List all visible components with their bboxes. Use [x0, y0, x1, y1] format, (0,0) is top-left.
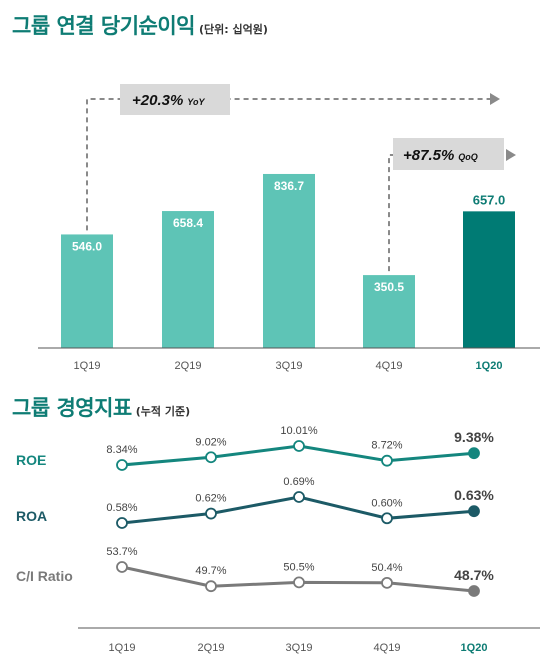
series-point	[205, 507, 217, 520]
series-point-label: 0.58%	[106, 502, 137, 514]
series-point-label: 0.69%	[283, 476, 314, 488]
series-point	[116, 459, 128, 471]
bar-value-label: 350.5	[374, 280, 404, 294]
x-tick-label-2: 1Q19	[109, 642, 136, 654]
indicators-title-text: 그룹 경영지표	[12, 396, 132, 420]
series-point	[468, 447, 480, 460]
series-point	[205, 580, 217, 593]
yoy-callout-box	[120, 84, 230, 115]
series-point	[381, 512, 393, 525]
series-point-label: 8.72%	[371, 440, 402, 452]
series-point-label: 0.62%	[195, 493, 226, 505]
series-point-label: 0.60%	[371, 497, 402, 509]
net-income-unit: (단위: 십억원)	[199, 23, 268, 36]
series-label-2: C/I Ratio	[16, 568, 73, 584]
net-income-title: 그룹 연결 당기순이익 (단위: 십억원)	[12, 10, 268, 40]
bar-value-label: 836.7	[274, 179, 304, 193]
x-tick-label-2: 1Q20	[461, 642, 488, 654]
x-tick-label: 4Q19	[376, 360, 403, 372]
bar-1Q19	[61, 234, 113, 348]
series-point	[381, 454, 393, 467]
x-tick-label: 3Q19	[276, 360, 303, 372]
bar-2Q19	[162, 211, 214, 348]
bar-value-label: 657.0	[473, 192, 506, 207]
bar-4Q19	[363, 275, 415, 348]
series-point	[293, 576, 305, 589]
series-point-label: 9.38%	[454, 429, 494, 445]
x-tick-label: 1Q19	[74, 360, 101, 372]
series-point	[293, 440, 305, 452]
series-point-label: 8.34%	[106, 444, 137, 456]
series-point-label: 53.7%	[106, 546, 137, 558]
series-point	[116, 561, 128, 573]
net-income-title-text: 그룹 연결 당기순이익	[12, 14, 196, 38]
series-point-label: 10.01%	[280, 425, 318, 437]
series-point	[116, 517, 128, 529]
x-tick-label-2: 4Q19	[374, 642, 401, 654]
yoy-arrow-head	[490, 93, 500, 105]
bar-3Q19	[263, 173, 315, 348]
bar-value-label: 658.4	[173, 216, 203, 230]
qoq-arrow-head	[506, 149, 516, 161]
series-label-0: ROE	[16, 452, 46, 468]
series-point-label: 50.5%	[283, 561, 314, 573]
series-point-label: 50.4%	[371, 562, 402, 574]
series-point-label: 48.7%	[454, 567, 494, 583]
series-label-1: ROA	[16, 508, 47, 524]
qoq-callout-box	[393, 138, 504, 170]
series-point	[205, 451, 217, 464]
indicators-unit: (누적 기준)	[135, 405, 191, 418]
x-tick-label-2: 2Q19	[198, 642, 225, 654]
qoq-dashed-line	[388, 154, 507, 272]
qoq-callout-text: +87.5% QoQ	[403, 147, 478, 164]
indicators-title: 그룹 경영지표 (누적 기준)	[12, 392, 190, 422]
series-point	[293, 491, 305, 503]
yoy-callout-text: +20.3% YoY	[132, 92, 205, 109]
series-point-label: 49.7%	[195, 565, 226, 577]
series-point-label: 9.02%	[195, 436, 226, 448]
x-tick-label: 1Q20	[476, 360, 503, 372]
series-point	[381, 576, 393, 589]
x-tick-label-2: 3Q19	[286, 642, 313, 654]
bar-value-label: 546.0	[72, 239, 102, 253]
bar-1Q20	[463, 211, 515, 348]
x-tick-label: 2Q19	[175, 360, 202, 372]
series-point-label: 0.63%	[454, 487, 494, 503]
series-point	[468, 505, 480, 518]
series-point	[468, 585, 480, 597]
